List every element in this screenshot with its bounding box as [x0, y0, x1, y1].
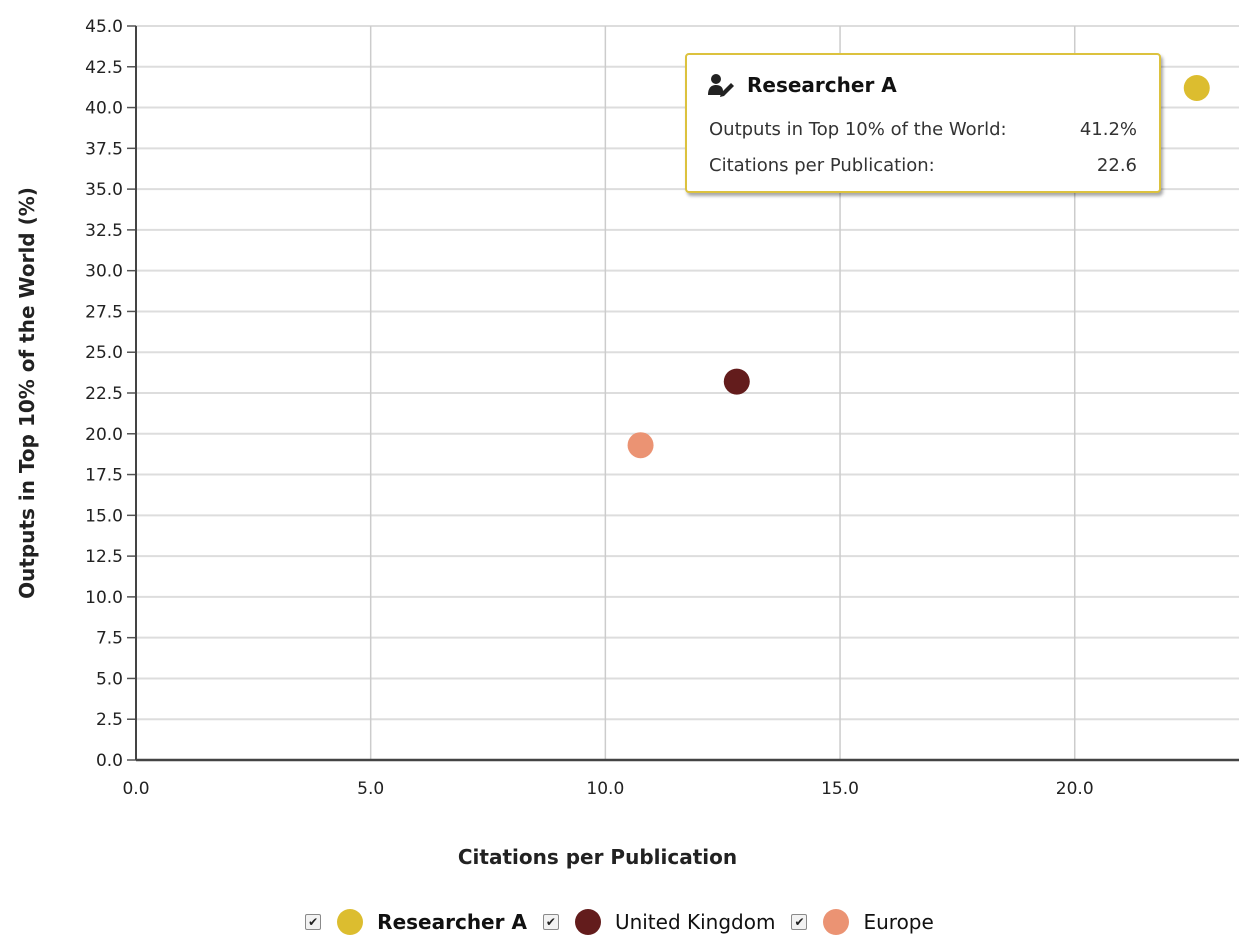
- data-point-europe[interactable]: [627, 432, 654, 459]
- tooltip-row: Outputs in Top 10% of the World: 41.2%: [709, 119, 1137, 140]
- x-axis-title: Citations per Publication: [458, 845, 737, 869]
- y-tick-label: 17.5: [85, 466, 123, 486]
- y-tick-label: 10.0: [85, 588, 123, 608]
- y-tick-label: 40.0: [85, 99, 123, 119]
- legend-checkbox[interactable]: ✔: [542, 914, 559, 930]
- tooltip-row: Citations per Publication: 22.6: [709, 155, 1137, 176]
- legend-item-researcher-a[interactable]: ✔ Researcher A: [305, 909, 527, 935]
- x-tick-label: 15.0: [821, 779, 859, 799]
- y-tick-label: 25.0: [85, 343, 123, 363]
- y-tick-label: 7.5: [96, 629, 123, 649]
- tooltip-header: Researcher A: [707, 73, 897, 97]
- legend-label: Europe: [863, 910, 934, 934]
- legend-marker: [823, 909, 850, 935]
- y-tick-label: 35.0: [85, 180, 123, 200]
- x-tick-label: 20.0: [1056, 779, 1094, 799]
- tooltip-value: 22.6: [1096, 155, 1137, 176]
- y-tick-label: 0.0: [96, 751, 123, 771]
- tooltip-label: Outputs in Top 10% of the World:: [709, 119, 1007, 140]
- legend: ✔ Researcher A ✔ United Kingdom ✔ Europe: [0, 904, 1239, 940]
- tooltip: Researcher A Outputs in Top 10% of the W…: [685, 53, 1161, 193]
- y-tick-label: 32.5: [85, 221, 123, 241]
- researcher-icon: [708, 74, 734, 97]
- y-tick-label: 2.5: [96, 710, 123, 730]
- y-tick-label: 42.5: [85, 58, 123, 78]
- y-axis-title: Outputs in Top 10% of the World (%): [15, 187, 39, 599]
- legend-checkbox[interactable]: ✔: [305, 914, 322, 930]
- legend-marker: [337, 909, 364, 935]
- y-tick-label: 37.5: [85, 139, 123, 159]
- axes: [127, 25, 1239, 762]
- tooltip-series-name: Researcher A: [747, 73, 897, 97]
- legend-item-united-kingdom[interactable]: ✔ United Kingdom: [542, 909, 776, 935]
- tick-labels: 0.0 2.5 5.0 7.5 10.0 12.5 15.0 17.5 20.0 22.5 25.0…: [85, 17, 1094, 799]
- y-tick-label: 12.5: [85, 547, 123, 567]
- legend-label: Researcher A: [377, 910, 527, 934]
- x-tick-label: 10.0: [586, 779, 624, 799]
- y-tick-label: 45.0: [85, 17, 123, 37]
- legend-marker: [574, 909, 601, 935]
- legend-checkbox[interactable]: ✔: [791, 914, 808, 930]
- data-point-researcher-a[interactable]: [1183, 74, 1210, 101]
- y-tick-label: 22.5: [85, 384, 123, 404]
- y-tick-label: 30.0: [85, 262, 123, 282]
- data-points: [627, 74, 1210, 459]
- y-tick-label: 20.0: [85, 425, 123, 445]
- legend-item-europe[interactable]: ✔ Europe: [791, 909, 934, 935]
- y-tick-label: 15.0: [85, 506, 123, 526]
- y-tick-label: 5.0: [96, 669, 123, 689]
- x-tick-label: 0.0: [122, 779, 149, 799]
- x-tick-label: 5.0: [357, 779, 384, 799]
- tooltip-label: Citations per Publication:: [709, 155, 935, 176]
- tooltip-value: 41.2%: [1079, 119, 1137, 140]
- legend-label: United Kingdom: [614, 910, 776, 934]
- data-point-united-kingdom[interactable]: [723, 368, 750, 395]
- y-tick-label: 27.5: [85, 302, 123, 322]
